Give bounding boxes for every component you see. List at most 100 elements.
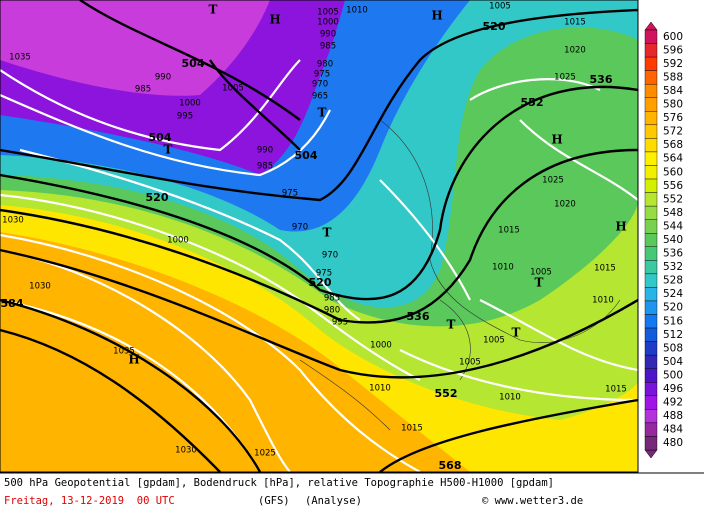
colorbar-label: 560 [663, 166, 683, 178]
map-frame [0, 0, 639, 473]
colorbar-swatch [644, 83, 658, 98]
pressure-label: 1025 [554, 73, 576, 83]
geopotential-label: 520 [146, 191, 169, 204]
colorbar-swatch [644, 273, 658, 288]
pressure-center: H [128, 353, 139, 367]
footer-date: Freitag, 13-12-2019 00 UTC [4, 495, 175, 507]
colorbar-label: 556 [663, 180, 683, 192]
pressure-label: 1005 [222, 84, 244, 94]
pressure-label: 1010 [492, 263, 514, 273]
pressure-center: H [551, 133, 562, 147]
pressure-center: T [323, 226, 332, 240]
colorbar-swatch [644, 219, 658, 234]
colorbar-label: 512 [663, 329, 683, 341]
pressure-center: H [269, 13, 280, 27]
colorbar-swatch [644, 382, 658, 397]
pressure-label: 990 [257, 146, 273, 156]
pressure-label: 1005 [530, 268, 552, 278]
colorbar-swatch [644, 192, 658, 207]
pressure-label: 975 [314, 70, 330, 80]
pressure-label: 1005 [483, 336, 505, 346]
pressure-label: 995 [177, 112, 193, 122]
pressure-label: 1030 [175, 446, 197, 456]
pressure-label: 985 [135, 85, 151, 95]
pressure-center: H [431, 9, 442, 23]
colorbar-label: 492 [663, 397, 683, 409]
pressure-label: 1015 [605, 385, 627, 395]
pressure-center: T [535, 276, 544, 290]
colorbar-label: 532 [663, 261, 683, 273]
colorbar-swatch [644, 436, 658, 451]
colorbar-swatch [644, 138, 658, 153]
colorbar-label: 588 [663, 71, 683, 83]
geopotential-label: 552 [521, 96, 544, 109]
colorbar-swatch [644, 300, 658, 315]
pressure-label: 1035 [9, 53, 31, 63]
pressure-label: 1020 [554, 200, 576, 210]
pressure-label: 1015 [594, 264, 616, 274]
pressure-label: 995 [332, 318, 348, 328]
pressure-label: 970 [312, 80, 328, 90]
pressure-label: 980 [324, 306, 340, 316]
colorbar-label: 564 [663, 153, 683, 165]
pressure-label: 1015 [498, 226, 520, 236]
colorbar-swatch [644, 287, 658, 302]
pressure-label: 1015 [401, 424, 423, 434]
geopotential-label: 504 [149, 131, 172, 144]
pressure-label: 1025 [254, 449, 276, 459]
colorbar-label: 592 [663, 58, 683, 70]
colorbar-label: 536 [663, 248, 683, 260]
colorbar-label: 596 [663, 44, 683, 56]
pressure-label: 1010 [592, 296, 614, 306]
geopotential-label: 504 [182, 57, 205, 70]
footer-credit: © www.wetter3.de [482, 495, 583, 507]
colorbar-label: 568 [663, 139, 683, 151]
geopotential-label: 520 [309, 276, 332, 289]
colorbar-label: 520 [663, 302, 683, 314]
colorbar-swatch [644, 124, 658, 139]
colorbar-label: 484 [663, 424, 683, 436]
pressure-label: 970 [292, 223, 308, 233]
geopotential-label: 536 [407, 310, 430, 323]
colorbar-label: 500 [663, 369, 683, 381]
colorbar-swatch [644, 341, 658, 356]
pressure-label: 965 [312, 92, 328, 102]
pressure-label: 1030 [2, 216, 24, 226]
colorbar-label: 508 [663, 342, 683, 354]
map-labels: 504 504 504 520 520 520 536 536 552 552 568 584 1035… [1, 2, 627, 473]
colorbar-swatch [644, 178, 658, 193]
colorbar-swatch [644, 233, 658, 247]
pressure-label: 1010 [499, 393, 521, 403]
pressure-label: 1035 [113, 347, 135, 357]
pressure-label: 975 [282, 189, 298, 199]
pressure-center: T [318, 106, 327, 120]
pressure-label: 985 [257, 162, 273, 172]
pressure-label: 985 [324, 294, 340, 304]
pressure-center: T [164, 143, 173, 157]
colorbar-label: 552 [663, 193, 683, 205]
pressure-label: 1005 [489, 2, 511, 12]
colorbar-swatch [644, 260, 658, 275]
geopotential-label: 536 [590, 73, 613, 86]
geopotential-contours [0, 0, 638, 472]
pressure-label: 1005 [317, 8, 339, 18]
pressure-label: 970 [322, 251, 338, 261]
geopotential-label: 552 [435, 387, 458, 400]
colorbar-arrow-bottom [644, 449, 658, 459]
geopotential-label: 520 [483, 20, 506, 33]
colorbar-label: 580 [663, 99, 683, 111]
colorbar-swatch [644, 70, 658, 85]
pressure-label: 1005 [459, 358, 481, 368]
pressure-center: T [447, 318, 456, 332]
colorbar-label: 584 [663, 85, 683, 97]
pressure-label: 1015 [564, 18, 586, 28]
colorbar-label: 496 [663, 383, 683, 395]
colorbar-label: 576 [663, 112, 683, 124]
pressure-label: 1000 [370, 341, 392, 351]
geopotential-label: 568 [439, 459, 462, 472]
colorbar-label: 572 [663, 126, 683, 138]
colorbar-swatch [644, 43, 658, 58]
pressure-label: 1000 [179, 99, 201, 109]
colorbar-swatch [644, 327, 658, 342]
